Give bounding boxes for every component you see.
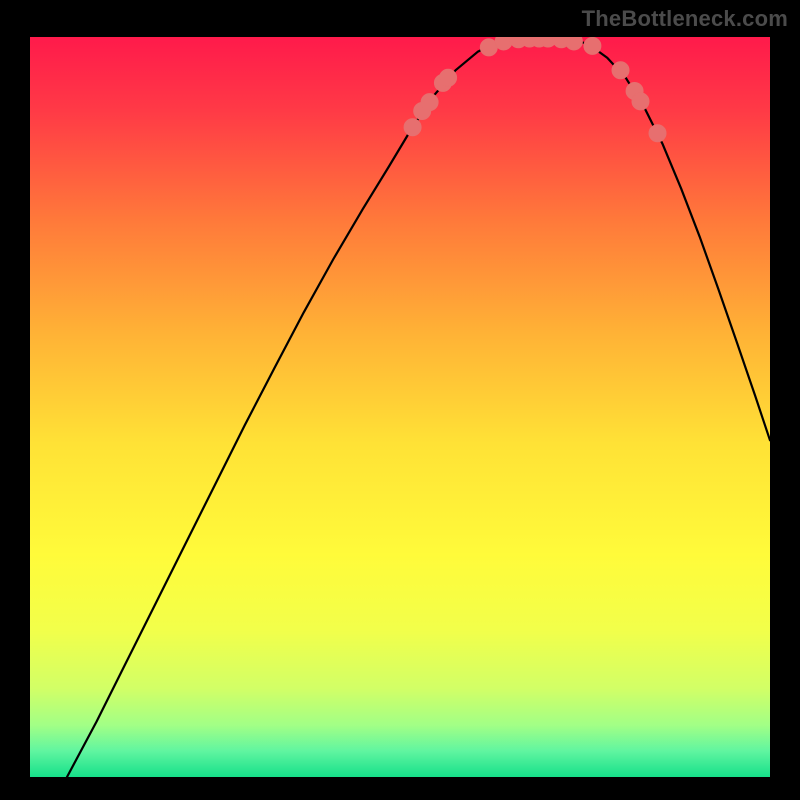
watermark-text: TheBottleneck.com bbox=[582, 6, 788, 32]
plot-area bbox=[30, 37, 770, 777]
marker-dot bbox=[565, 37, 582, 50]
chart-canvas: TheBottleneck.com bbox=[0, 0, 800, 800]
marker-dot bbox=[649, 125, 666, 142]
marker-dot bbox=[584, 37, 601, 54]
marker-dot bbox=[404, 119, 421, 136]
marker-dot bbox=[632, 93, 649, 110]
marker-dot bbox=[440, 69, 457, 86]
marker-dot bbox=[612, 62, 629, 79]
marker-dot bbox=[421, 94, 438, 111]
markers-layer bbox=[30, 37, 770, 777]
marker-group bbox=[404, 37, 666, 142]
